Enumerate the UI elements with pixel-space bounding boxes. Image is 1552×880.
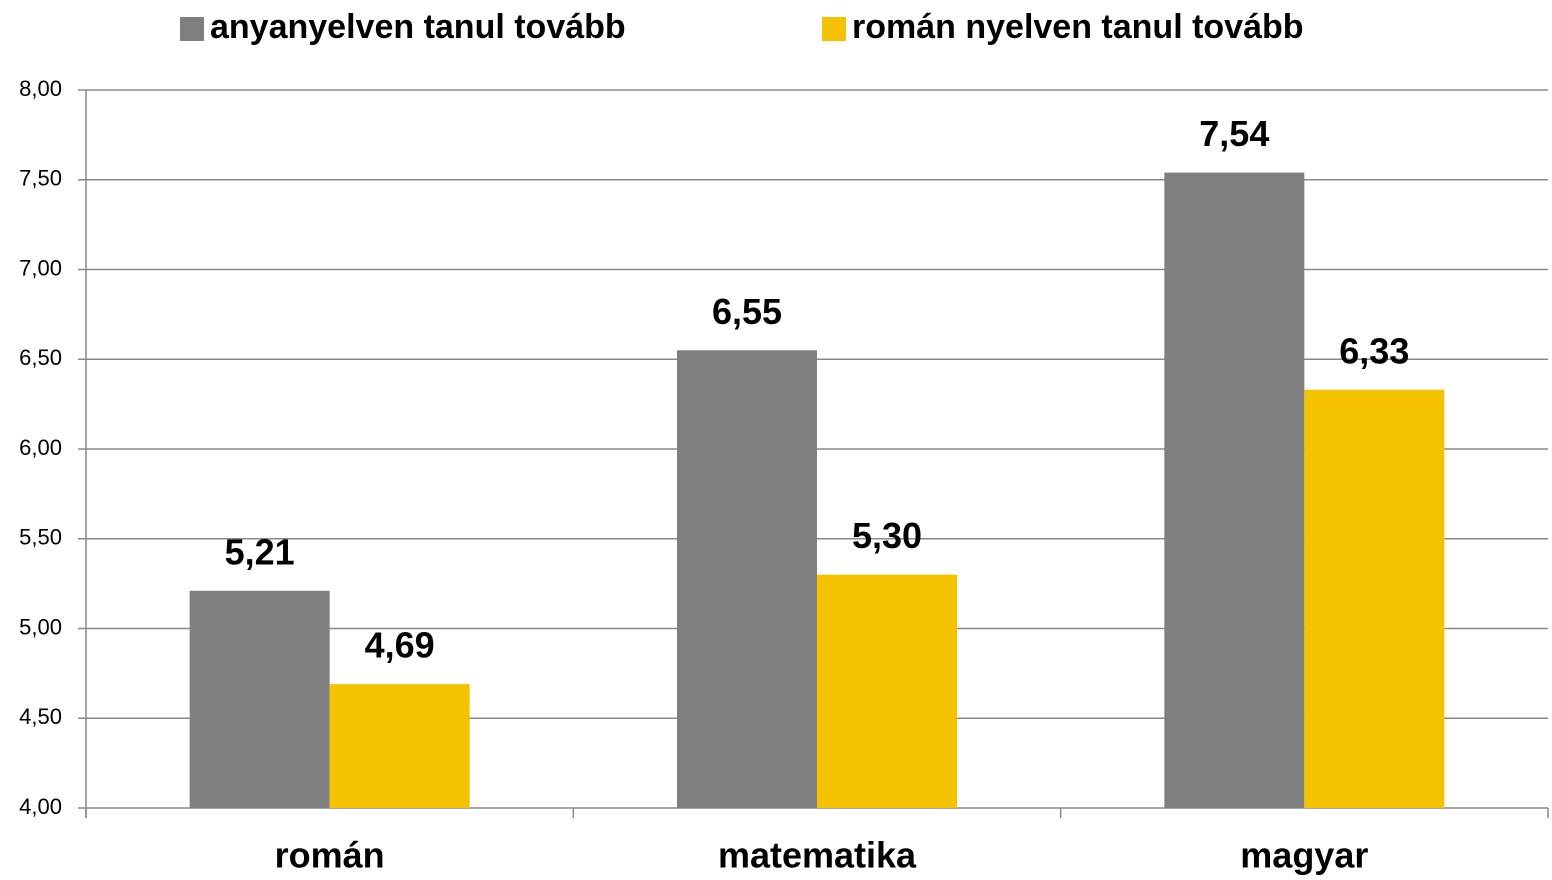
y-tick-label: 4,50 (19, 704, 62, 729)
x-tick-label: román (275, 835, 385, 876)
y-tick-label: 4,00 (19, 794, 62, 819)
legend-swatch (822, 17, 846, 41)
y-tick-label: 8,00 (19, 76, 62, 101)
value-label: 5,21 (225, 531, 295, 572)
value-label: 4,69 (365, 625, 435, 666)
bar (329, 684, 470, 808)
x-tick-label: magyar (1240, 835, 1368, 876)
bar (817, 574, 957, 808)
legend-label: anyanyelven tanul tovább (210, 8, 626, 46)
value-label: 6,33 (1339, 330, 1409, 371)
x-tick-label: matematika (718, 835, 917, 876)
legend-label: román nyelven tanul tovább (852, 8, 1304, 46)
y-tick-label: 7,00 (19, 255, 62, 280)
bar (677, 350, 817, 808)
value-label: 5,30 (852, 515, 922, 556)
y-tick-label: 6,00 (19, 435, 62, 460)
y-tick-label: 7,50 (19, 166, 62, 191)
bar (1304, 389, 1445, 808)
y-tick-label: 5,50 (19, 525, 62, 550)
y-tick-label: 5,00 (19, 614, 62, 639)
bar (189, 590, 330, 808)
y-tick-label: 6,50 (19, 345, 62, 370)
value-label: 6,55 (712, 291, 782, 332)
bar (1164, 172, 1305, 808)
value-label: 7,54 (1199, 113, 1269, 154)
legend-swatch (180, 17, 204, 41)
